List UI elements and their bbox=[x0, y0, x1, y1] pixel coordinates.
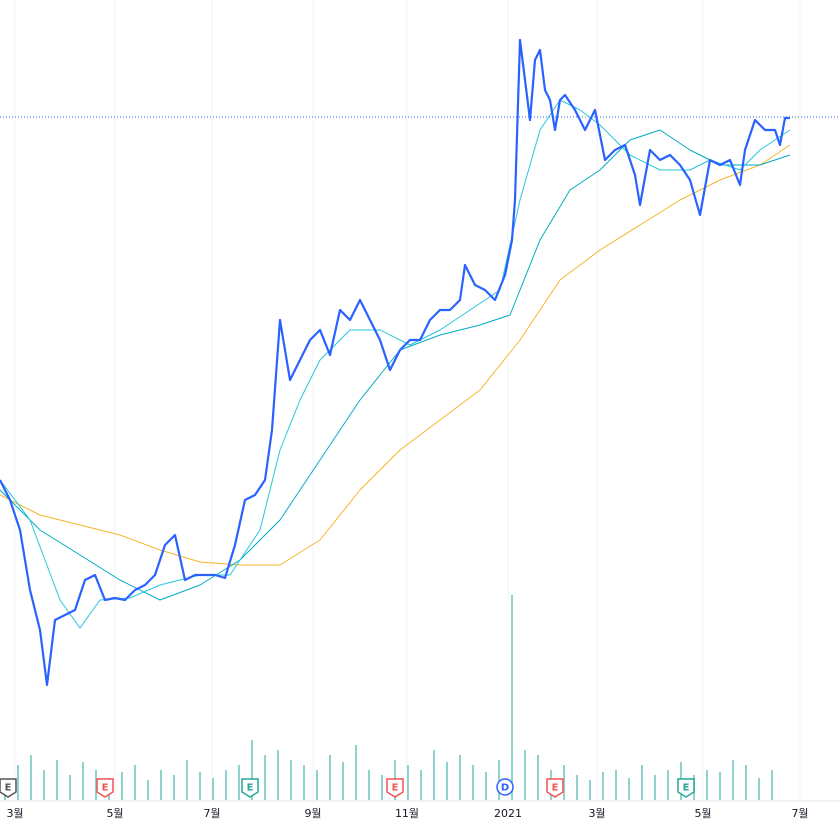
volume-bar bbox=[589, 780, 591, 800]
volume-bar bbox=[43, 770, 45, 800]
volume-bar bbox=[563, 765, 565, 800]
event-marker: E bbox=[241, 778, 259, 798]
volume-bar bbox=[615, 770, 617, 800]
event-badge bbox=[241, 778, 259, 798]
volume-bar bbox=[537, 755, 539, 800]
volume-bar bbox=[433, 750, 435, 800]
volume-bar bbox=[290, 760, 292, 800]
event-badge bbox=[496, 778, 514, 796]
volume-bar bbox=[511, 595, 513, 800]
x-tick-label: 11월 bbox=[395, 807, 419, 820]
volume-bar bbox=[407, 765, 409, 800]
volume-bar bbox=[524, 750, 526, 800]
volume-bar bbox=[758, 778, 760, 800]
volume-bar bbox=[498, 760, 500, 800]
x-tick-label: 2021 bbox=[494, 807, 522, 820]
event-label: E bbox=[392, 783, 399, 794]
volume-bar bbox=[602, 772, 604, 800]
event-marker: D bbox=[496, 778, 514, 796]
volume-bar bbox=[368, 770, 370, 800]
x-tick-label: 5월 bbox=[694, 807, 711, 820]
volume-bar bbox=[459, 755, 461, 800]
volume-bar bbox=[199, 772, 201, 800]
price-line bbox=[0, 129, 791, 601]
volume-bar bbox=[446, 762, 448, 800]
volume-bar bbox=[667, 770, 669, 800]
price-line bbox=[0, 144, 791, 566]
volume-bar bbox=[732, 760, 734, 800]
volume-bar bbox=[420, 770, 422, 800]
volume-bar bbox=[17, 765, 19, 800]
volume-bar bbox=[472, 765, 474, 800]
volume-bar bbox=[186, 760, 188, 800]
event-label: E bbox=[5, 783, 12, 794]
volume-bar bbox=[277, 750, 279, 800]
volume-bar bbox=[342, 762, 344, 800]
volume-bar bbox=[628, 778, 630, 800]
event-badge bbox=[546, 778, 564, 798]
volume-bar bbox=[238, 765, 240, 800]
volume-bar bbox=[745, 765, 747, 800]
event-marker: E bbox=[546, 778, 564, 798]
x-tick-label: 5월 bbox=[106, 807, 123, 820]
volume-bar bbox=[264, 755, 266, 800]
volume-bar bbox=[173, 775, 175, 800]
volume-bar bbox=[225, 770, 227, 800]
volume-bar bbox=[654, 775, 656, 800]
volume-bar bbox=[719, 772, 721, 800]
x-tick-label: 3월 bbox=[6, 807, 23, 820]
event-label: E bbox=[247, 783, 254, 794]
volume-bar bbox=[316, 770, 318, 800]
volume-bar bbox=[160, 770, 162, 800]
event-label: E bbox=[552, 783, 559, 794]
price-line bbox=[0, 99, 791, 629]
volume-bar bbox=[56, 760, 58, 800]
volume-bar bbox=[641, 765, 643, 800]
volume-bar bbox=[30, 755, 32, 800]
x-tick-label: 3월 bbox=[588, 807, 605, 820]
event-badge bbox=[677, 778, 695, 798]
event-badge bbox=[386, 778, 404, 798]
x-tick-label: 7월 bbox=[203, 807, 220, 820]
volume-bar bbox=[485, 772, 487, 800]
volume-bar bbox=[329, 755, 331, 800]
x-tick-label: 7월 bbox=[791, 807, 808, 820]
volume-bar bbox=[134, 765, 136, 800]
x-tick-label: 9월 bbox=[304, 807, 321, 820]
event-marker: E bbox=[0, 778, 17, 798]
price-line bbox=[0, 38, 790, 687]
volume-bar bbox=[706, 770, 708, 800]
event-marker: E bbox=[96, 778, 114, 798]
event-badge bbox=[96, 778, 114, 798]
volume-bar bbox=[82, 762, 84, 800]
event-label: E bbox=[102, 783, 109, 794]
volume-bar bbox=[381, 775, 383, 800]
volume-bar bbox=[303, 765, 305, 800]
volume-bar bbox=[212, 778, 214, 800]
event-badge bbox=[0, 778, 17, 798]
volume-bar bbox=[121, 772, 123, 800]
volume-bar bbox=[251, 740, 253, 800]
volume-bar bbox=[771, 770, 773, 800]
event-label: E bbox=[683, 783, 690, 794]
volume-bar bbox=[355, 745, 357, 800]
event-marker: E bbox=[386, 778, 404, 798]
event-label: D bbox=[501, 783, 509, 794]
volume-bar bbox=[95, 770, 97, 800]
volume-bar bbox=[147, 780, 149, 800]
volume-bar bbox=[69, 775, 71, 800]
event-marker: E bbox=[677, 778, 695, 798]
volume-bar bbox=[576, 775, 578, 800]
